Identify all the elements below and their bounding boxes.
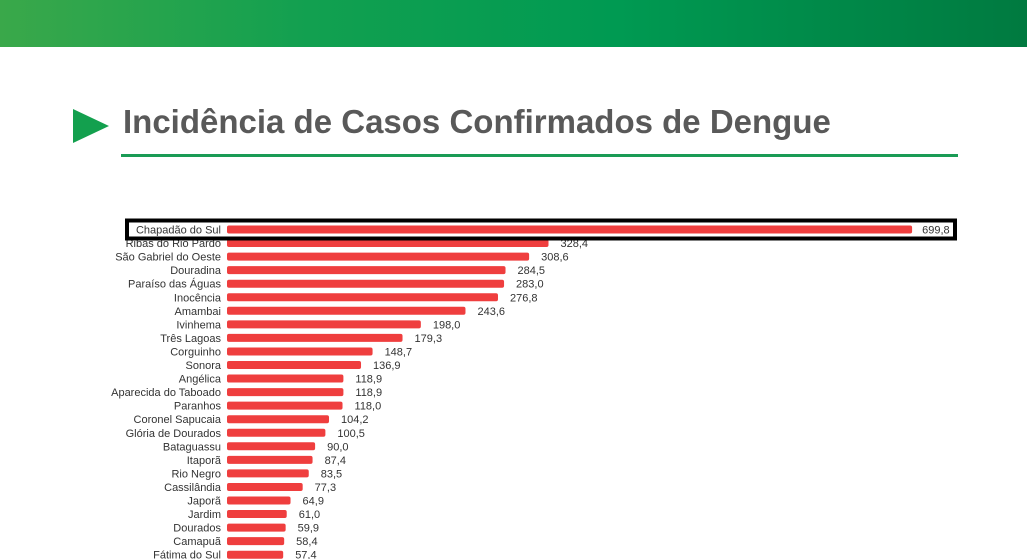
value-label: 198,0 — [433, 319, 461, 331]
bar-22 — [227, 510, 287, 519]
bar-17 — [227, 442, 316, 451]
bar-8 — [227, 320, 421, 329]
value-label: 136,9 — [373, 360, 401, 372]
bar-11 — [227, 361, 362, 369]
bar-24 — [227, 537, 285, 546]
category-label: Inocência — [174, 292, 222, 304]
highlight-box — [125, 218, 957, 241]
value-label: 276,8 — [510, 292, 538, 304]
category-label: Camapuã — [173, 536, 222, 548]
value-label: 83,5 — [321, 468, 342, 480]
bar-20 — [227, 482, 303, 491]
bar-1 — [227, 225, 913, 234]
category-label: Sonora — [186, 360, 222, 372]
category-label: Itaporã — [187, 455, 222, 467]
category-label: Dourados — [173, 523, 221, 535]
value-label: 77,3 — [315, 482, 336, 494]
value-label: 58,4 — [296, 536, 317, 548]
value-label: 100,5 — [337, 428, 365, 440]
bar-15 — [227, 415, 330, 424]
value-label: 308,6 — [541, 252, 569, 264]
header-band — [0, 0, 1027, 47]
bar-21 — [227, 496, 291, 505]
category-label: Glória de Dourados — [126, 428, 222, 440]
bar-4 — [227, 266, 506, 275]
value-label: 243,6 — [477, 306, 505, 318]
value-label: 57,4 — [295, 550, 316, 559]
bar-9 — [227, 333, 403, 342]
category-label: Corguinho — [170, 346, 221, 358]
bar-16 — [227, 428, 326, 437]
value-label: 118,9 — [355, 387, 382, 399]
bar-5 — [227, 279, 505, 288]
value-label: 118,0 — [355, 401, 382, 413]
value-label: 104,2 — [341, 414, 369, 426]
category-label: Três Lagoas — [160, 333, 221, 345]
bar-13 — [227, 388, 344, 397]
bars-group — [227, 225, 913, 559]
category-label: Rio Negro — [171, 468, 221, 480]
category-label: Amambai — [175, 306, 221, 318]
bar-18 — [227, 455, 313, 464]
title-arrow-icon — [73, 109, 109, 143]
category-label: Douradina — [170, 265, 222, 277]
bar-23 — [227, 523, 286, 532]
category-label: Japorã — [187, 496, 222, 508]
category-label: Jardim — [188, 509, 221, 521]
title-underline — [121, 154, 958, 157]
category-label: Angélica — [179, 374, 222, 386]
value-label: 61,0 — [299, 509, 320, 521]
category-label: Ribas do Rio Pardo — [126, 238, 221, 250]
value-label: 699,8 — [922, 225, 950, 237]
category-label: Chapadão do Sul — [136, 225, 221, 237]
category-label: Coronel Sapucaia — [134, 414, 222, 426]
page-title: Incidência de Casos Confirmados de Dengu… — [123, 103, 831, 140]
bar-19 — [227, 469, 309, 478]
value-label: 59,9 — [298, 523, 319, 535]
value-label: 284,5 — [518, 265, 546, 277]
value-label: 283,0 — [516, 279, 544, 291]
bar-2 — [227, 239, 549, 248]
bar-12 — [227, 374, 344, 383]
value-label: 179,3 — [415, 333, 443, 345]
bar-25 — [227, 550, 284, 559]
value-label: 328,4 — [561, 238, 589, 250]
value-label: 148,7 — [385, 346, 413, 358]
bar-3 — [227, 252, 530, 261]
category-label: Bataguassu — [163, 441, 221, 453]
bar-7 — [227, 306, 466, 315]
bar-10 — [227, 347, 373, 356]
bar-14 — [227, 401, 343, 410]
labels-group: Chapadão do Sul 699,8 Ribas do Rio Pardo 32… — [111, 225, 950, 559]
category-label: Ivinhema — [176, 319, 222, 331]
bar-6 — [227, 293, 498, 302]
value-label: 118,9 — [355, 374, 382, 386]
category-label: Cassilândia — [164, 482, 222, 494]
category-label: Paraíso das Águas — [128, 278, 221, 291]
value-label: 64,9 — [303, 496, 324, 508]
category-label: Aparecida do Taboado — [111, 387, 221, 399]
category-label: São Gabriel do Oeste — [115, 252, 221, 264]
value-label: 90,0 — [327, 441, 348, 453]
category-label: Fátima do Sul — [153, 550, 221, 559]
value-label: 87,4 — [325, 455, 346, 467]
category-label: Paranhos — [174, 401, 222, 413]
